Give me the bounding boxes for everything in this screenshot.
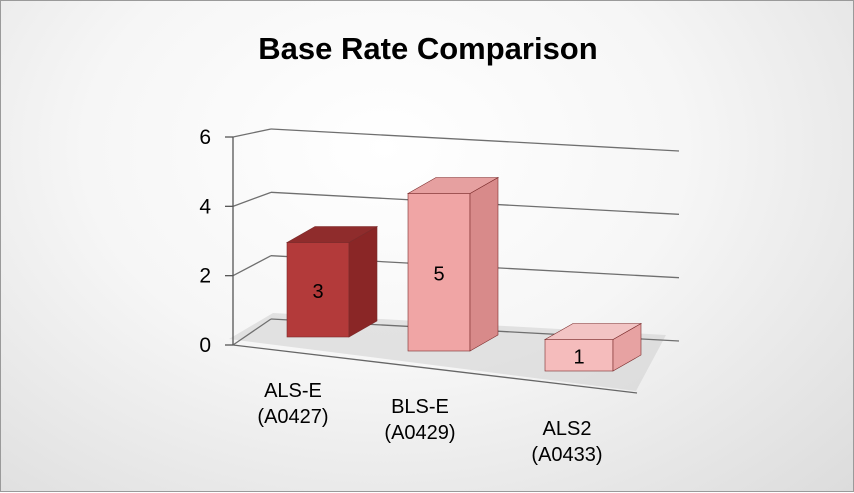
bar-value-label: 1 xyxy=(573,346,584,368)
bar-top xyxy=(406,177,500,194)
bar-side xyxy=(469,176,499,352)
bar-value-label: 3 xyxy=(312,281,323,303)
gridline xyxy=(232,318,272,346)
bar-front xyxy=(407,193,471,352)
x-tick-label: (A0427) xyxy=(257,406,328,428)
bar: 5 xyxy=(406,176,500,352)
bar-top xyxy=(285,226,379,243)
y-tick-label: 0 xyxy=(199,334,211,357)
x-tick-label: (A0433) xyxy=(531,444,602,466)
y-tick-label: 4 xyxy=(199,195,211,218)
chart-title: Base Rate Comparison xyxy=(258,31,598,66)
gridline xyxy=(270,128,680,152)
bar: 1 xyxy=(543,322,643,372)
bar-top xyxy=(543,323,643,340)
x-axis xyxy=(232,344,638,394)
x-tick-label: BLS-E xyxy=(391,396,449,418)
x-tick-label: ALS2 xyxy=(543,418,592,440)
bars: 3 5 1 xyxy=(285,176,643,372)
bar: 3 xyxy=(285,225,379,338)
gridline xyxy=(232,191,272,207)
x-labels: ALS-E (A0427) BLS-E (A0429) ALS2 (A0433) xyxy=(257,380,602,466)
gridline xyxy=(232,128,272,138)
bar-side xyxy=(348,225,378,338)
x-tick-label: (A0429) xyxy=(384,422,455,444)
y-tick-label: 2 xyxy=(199,265,211,288)
y-tick-label: 6 xyxy=(199,126,211,149)
gridline xyxy=(232,255,272,277)
y-ticks: 0 2 4 6 xyxy=(199,126,233,357)
bar-value-label: 5 xyxy=(433,263,444,285)
axes xyxy=(232,137,638,394)
x-tick-label: ALS-E xyxy=(264,380,322,402)
bar-front xyxy=(544,339,614,372)
